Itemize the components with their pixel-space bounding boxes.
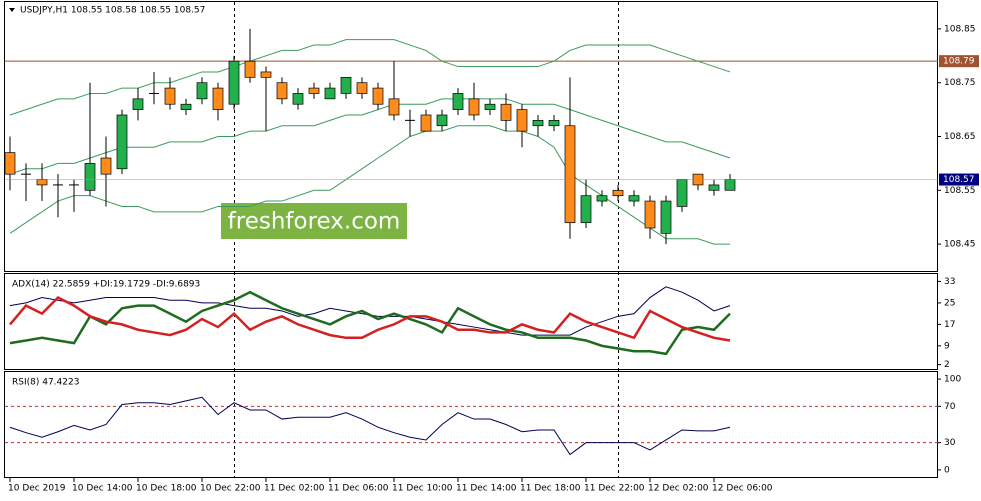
y-tick-label: 33 [944,277,955,287]
rsi-title: RSI(8) 47.4223 [12,378,79,388]
x-tick-label: 11 Dec 22:00 [584,484,645,494]
candle-body [212,87,224,110]
y-tick-label: 30 [944,438,956,448]
candle-body [372,87,384,105]
candle-body [276,82,288,100]
candle-body [708,184,720,191]
candle-body [676,179,688,207]
y-tick-label: 2 [944,360,950,370]
watermark-text: freshforex.com [228,209,401,235]
indicator-line [9,125,730,245]
candle-body [660,200,672,234]
panel-frames [4,1,938,478]
y-tick-label: 108.85 [944,24,976,34]
y-tick-label: 108.65 [944,132,976,142]
level-label-box [939,55,979,68]
candle-body [436,114,448,127]
candle-body [84,163,96,191]
candle-body [132,98,144,110]
candle-body [452,93,464,110]
candle-body [596,195,608,202]
y-tick-label: 17 [944,320,955,330]
x-tick-label: 11 Dec 02:00 [264,484,325,494]
x-tick-label: 11 Dec 14:00 [456,484,517,494]
y-tick-label: 108.75 [944,78,976,88]
candle-body [500,103,512,121]
y-tick-label: 100 [944,375,961,385]
candle-body [564,125,576,223]
candle-body [516,109,528,132]
candle-body [356,82,368,94]
candle-body [164,87,176,105]
adx-panel-frame [4,273,938,370]
y-tick-label: 25 [944,298,955,308]
candle-body [420,114,432,132]
x-tick-label: 10 Dec 14:00 [72,484,133,494]
y-tick-label: 108.55 [944,186,976,196]
candle-body [612,189,624,197]
x-tick-label: 10 Dec 18:00 [136,484,197,494]
y-tick-label: 9 [944,341,950,351]
candle-body [244,60,256,78]
candle-body [580,195,592,223]
candle-body [484,103,496,110]
indicator-line [9,290,731,356]
indicator-line [9,396,731,456]
rsi-panel-frame [4,371,938,478]
level-label: 108.79 [943,57,975,67]
candle-body [724,179,736,191]
indicator-line [9,98,731,175]
last-price-box [939,173,979,186]
candle-body [196,82,208,100]
candle-body [4,152,16,175]
candle-body [228,60,240,105]
candle-body [628,195,640,202]
watermark-box [221,203,407,239]
candle-body [468,98,480,116]
candle-body [36,179,48,186]
panel-menu-icon[interactable] [9,8,15,12]
candle-body [260,71,272,78]
x-tick-label: 11 Dec 18:00 [520,484,581,494]
x-tick-label: 12 Dec 02:00 [648,484,709,494]
candle-body [644,200,656,229]
candle-body [116,114,128,170]
indicator-line [9,39,731,116]
x-tick-label: 10 Dec 22:00 [200,484,261,494]
y-tick-label: 70 [944,402,956,412]
candle-body [340,76,352,94]
candle-body [100,157,112,175]
indicator-line [9,296,731,342]
price-panel-frame [4,1,938,272]
x-tick-label: 11 Dec 10:00 [392,484,453,494]
candle-body [548,120,560,127]
candle-body [324,87,336,100]
candle-body [180,103,192,110]
candle-body [292,93,304,105]
x-tick-label: 11 Dec 06:00 [328,484,389,494]
candle-body [308,87,320,94]
y-tick-label: 108.45 [944,240,976,250]
adx-title: ADX(14) 22.5859 +DI:19.1729 -DI:9.6893 [12,280,200,290]
x-tick-label: 10 Dec 2019 [8,484,66,494]
watermark: freshforex.com [221,203,407,239]
y-tick-label: 0 [944,465,950,475]
candle-body [388,98,400,116]
x-tick-label: 12 Dec 06:00 [712,484,773,494]
last-price-label: 108.57 [943,175,975,185]
price-title: USDJPY,H1 108.55 108.58 108.55 108.57 [20,6,205,16]
candle-body [532,120,544,127]
